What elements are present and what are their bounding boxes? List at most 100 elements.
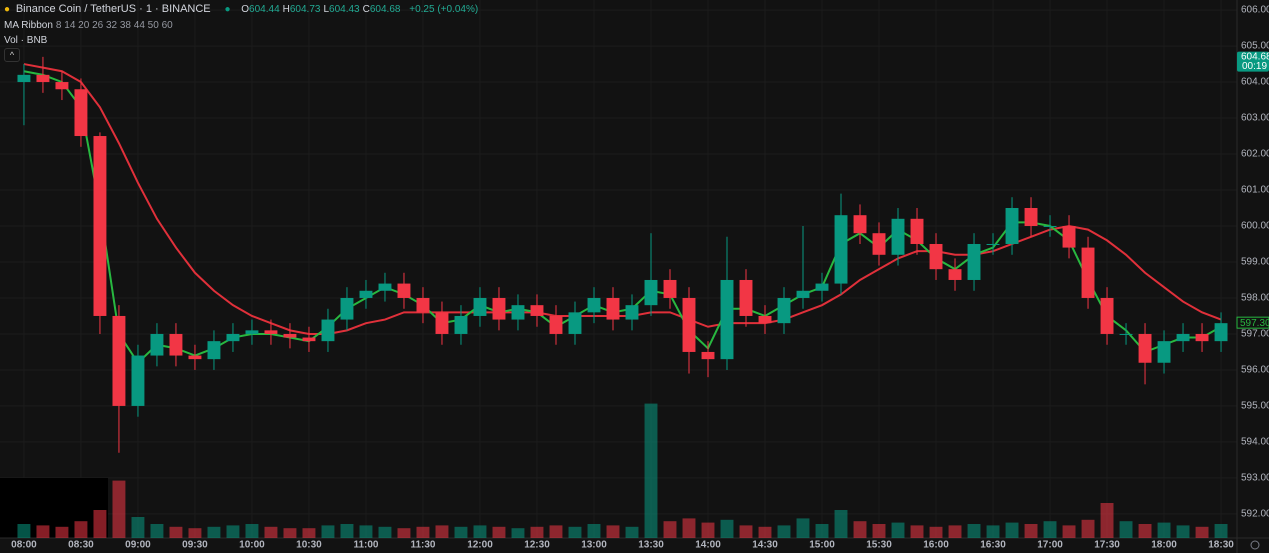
volume-bar: [416, 526, 430, 538]
volume-bar: [359, 525, 373, 538]
candle-body: [701, 351, 715, 360]
ohlc-key: L: [323, 4, 330, 15]
candle-body: [606, 297, 620, 320]
volume-bar: [55, 526, 69, 538]
volume-bar: [644, 403, 658, 538]
x-tick-label: 11:00: [353, 540, 378, 551]
candle-body: [302, 337, 316, 342]
volume-bar: [1081, 519, 1095, 538]
volume-bar: [606, 525, 620, 538]
y-tick-label: 606.00: [1241, 5, 1269, 16]
volume-bar: [321, 525, 335, 538]
volume-bar: [378, 526, 392, 538]
ohlc-key: H: [282, 4, 290, 15]
candle-body: [948, 269, 962, 280]
y-tick-label: 604.00: [1241, 77, 1269, 88]
candle-body: [1138, 333, 1152, 363]
volume-bar: [1157, 522, 1171, 538]
ohlc-value: 604.43: [329, 4, 360, 15]
indicator[interactable]: MA Ribbon 8 14 20 26 32 38 44 50 60: [4, 20, 176, 31]
volume-bar: [701, 522, 715, 538]
change: +0.25 (+0.04%): [409, 4, 479, 15]
x-tick-label: 12:00: [467, 540, 493, 551]
candle-body: [1005, 208, 1019, 244]
volume-bar: [36, 525, 50, 538]
volume-bar: [568, 526, 582, 538]
settings-icon[interactable]: [1250, 540, 1260, 550]
x-tick-label: 16:30: [980, 540, 1006, 551]
candle-body: [435, 312, 449, 334]
collapse-button[interactable]: ^: [4, 48, 20, 62]
candle-body: [511, 305, 525, 320]
volume-bar: [625, 526, 639, 538]
candle-body: [967, 243, 981, 280]
volume-bar: [682, 518, 696, 538]
candle-body: [473, 297, 487, 316]
candle-body: [530, 305, 544, 316]
volume-bar: [302, 528, 316, 538]
last-price-badge: [1237, 51, 1269, 72]
x-tick-label: 09:00: [125, 540, 151, 551]
candle-body: [1195, 333, 1209, 342]
volume-bar: [853, 521, 867, 538]
y-tick-label: 600.00: [1241, 221, 1269, 232]
symbol[interactable]: Binance Coin / TetherUS · 1 · BINANCE: [15, 3, 211, 15]
x-tick-label: 18:30: [1208, 540, 1234, 551]
ohlc-value: 604.44: [249, 4, 280, 15]
volume-bar: [112, 480, 126, 538]
candle-body: [682, 297, 696, 352]
candle-body: [492, 297, 506, 320]
indicator-name: MA Ribbon: [4, 20, 53, 31]
candle-body: [1157, 341, 1171, 363]
volume-bar: [511, 528, 525, 538]
x-tick-label: 15:30: [866, 540, 892, 551]
volume-bar: [739, 525, 753, 538]
volume-bar: [264, 526, 278, 538]
candle-body: [150, 333, 164, 356]
y-tick-label: 603.00: [1241, 113, 1269, 124]
candle-body: [454, 315, 468, 334]
volume-bar: [872, 524, 886, 538]
volume-bar: [1043, 521, 1057, 538]
volume-bar: [834, 510, 848, 538]
x-tick-label: 10:00: [239, 540, 265, 551]
candle-body: [587, 297, 601, 313]
y-tick-label: 602.00: [1241, 149, 1269, 160]
candle-body: [758, 315, 772, 324]
volume-bar: [1005, 522, 1019, 538]
candle-body: [188, 355, 202, 360]
volume-bar: [720, 519, 734, 538]
y-tick-label: 599.00: [1241, 257, 1269, 268]
y-tick-label: 592.00: [1241, 509, 1269, 520]
candle-body: [568, 312, 582, 334]
volume-bar: [929, 526, 943, 538]
candle-body: [359, 290, 373, 298]
candle-body: [1214, 323, 1228, 342]
volume-bar: [587, 524, 601, 538]
candle-body: [644, 279, 658, 306]
y-tick-label: 596.00: [1241, 365, 1269, 376]
volume-bar: [74, 521, 88, 538]
y-tick-label: 601.00: [1241, 185, 1269, 196]
ohlc-key: O: [241, 4, 250, 15]
candle-body: [378, 283, 392, 291]
volume-bar: [340, 524, 354, 538]
x-tick-label: 11:30: [410, 540, 435, 551]
x-tick-label: 14:00: [695, 540, 721, 551]
volume-bar: [1024, 524, 1038, 538]
volume-bar: [910, 525, 924, 538]
last-price-label: 604.68: [1241, 52, 1269, 63]
x-tick-label: 13:00: [581, 540, 607, 551]
candle-body: [416, 297, 430, 313]
ohlc-value: 604.73: [289, 4, 321, 15]
volume-bar: [777, 525, 791, 538]
candle-body: [796, 290, 810, 298]
candle-body: [663, 279, 677, 298]
x-tick-label: 10:30: [296, 540, 322, 551]
volume-bar: [530, 526, 544, 538]
indicator[interactable]: Vol · BNB: [4, 35, 50, 46]
y-tick-label: 595.00: [1241, 401, 1269, 412]
candle-body: [1119, 333, 1133, 335]
volume-bar: [967, 524, 981, 538]
candle-body: [815, 283, 829, 291]
